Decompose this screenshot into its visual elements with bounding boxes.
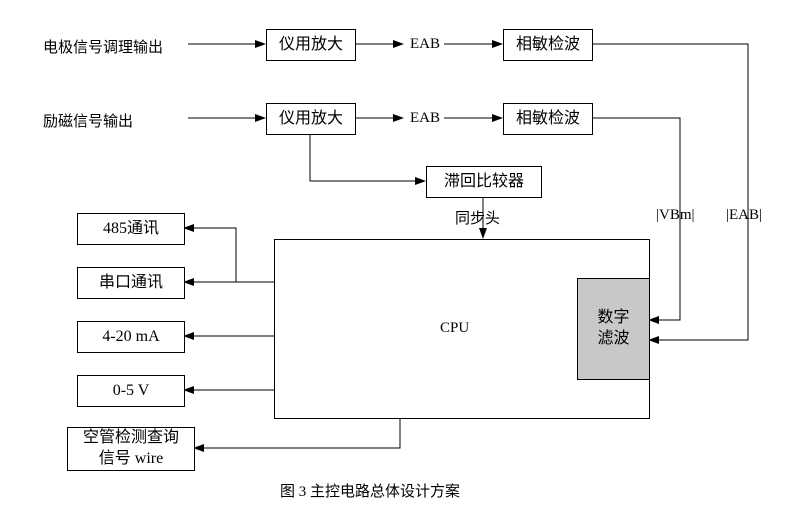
box-psd2-label: 相敏检波 <box>516 109 580 130</box>
figure-caption: 图 3 主控电路总体设计方案 <box>280 480 460 501</box>
label-eab1: EAB <box>410 36 440 53</box>
label-eab2: EAB <box>410 110 440 127</box>
box-empty-label: 空管检测查询 信号 wire <box>83 428 179 470</box>
box-420-label: 4-20 mA <box>102 327 159 348</box>
box-0-5v: 0-5 V <box>77 375 185 407</box>
box-serial-label: 串口通讯 <box>99 273 163 294</box>
label-cpu: CPU <box>440 320 469 337</box>
box-psd2: 相敏检波 <box>503 103 593 135</box>
box-filter-label: 数字 滤波 <box>597 308 629 350</box>
box-serial: 串口通讯 <box>77 267 185 299</box>
box-empty-pipe: 空管检测查询 信号 wire <box>67 427 195 471</box>
box-hyst-label: 滞回比较器 <box>444 172 524 193</box>
box-05v-label: 0-5 V <box>113 381 150 402</box>
box-485: 485通讯 <box>77 213 185 245</box>
label-sync: 同步头 <box>455 207 500 228</box>
box-485-label: 485通讯 <box>103 219 159 240</box>
label-src2: 励磁信号输出 <box>43 110 133 131</box>
box-amp2: 仪用放大 <box>266 103 356 135</box>
box-filter: 数字 滤波 <box>577 278 650 380</box>
box-hyst: 滞回比较器 <box>426 166 542 198</box>
label-eab-line: |EAB| <box>726 207 762 224</box>
box-amp1-label: 仪用放大 <box>279 35 343 56</box>
box-amp2-label: 仪用放大 <box>279 109 343 130</box>
box-4-20ma: 4-20 mA <box>77 321 185 353</box>
box-psd1: 相敏检波 <box>503 29 593 61</box>
label-src1: 电极信号调理输出 <box>43 36 163 57</box>
box-amp1: 仪用放大 <box>266 29 356 61</box>
label-vbm: |VBm| <box>656 207 695 224</box>
box-psd1-label: 相敏检波 <box>516 35 580 56</box>
